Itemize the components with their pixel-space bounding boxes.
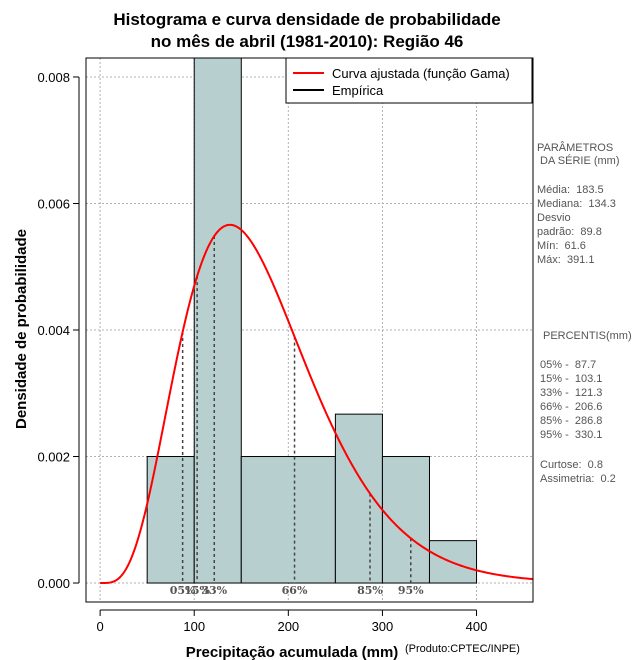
chart-title-line-1: Histograma e curva densidade de probabil… [113, 10, 500, 29]
legend-label-empirical: Empírica [332, 83, 384, 98]
param-mediana: Mediana: 134.3 [537, 198, 616, 210]
percentile-label: 33% [201, 584, 227, 597]
y-axis-title: Densidade de probabilidade [13, 229, 30, 429]
y-tick-label: 0.008 [37, 70, 70, 85]
percentile-label: 15% [184, 584, 210, 597]
percentile-labels: 05%15%33% 66% 85% 95% [170, 584, 424, 597]
percentile-label: 85% [357, 584, 383, 597]
percentile-label: 05% [170, 584, 196, 597]
param-min: Mín: 61.6 [537, 240, 586, 252]
chart-title-line-2: no mês de abril (1981-2010): Região 46 [151, 32, 464, 51]
y-tick-label: 0.004 [37, 323, 70, 338]
histogram-bar [193, 57, 242, 584]
gamma-fit-curve [100, 223, 533, 585]
x-tick-label: 300 [372, 619, 394, 634]
x-axis-title: Precipitação acumulada (mm) [186, 644, 399, 660]
axes: 0 100 200 300 400 0.000 0.002 0.004 0.006 0.008 [37, 70, 487, 634]
params-title-1: PARÂMETROS [537, 141, 613, 154]
legend-label-fit: Curva ajustada (função Gama) [332, 66, 510, 81]
params-title-2: DA SÉRIE (mm) [537, 154, 620, 167]
x-tick-label: 100 [183, 619, 205, 634]
histogram-bar [146, 456, 195, 584]
percentil-85: 85% - 286.8 [540, 415, 602, 427]
percentile-label: 66% [282, 584, 308, 597]
percentile-label: 95% [398, 584, 424, 597]
param-padrao: padrão: 89.8 [537, 226, 602, 238]
histogram-bar [240, 456, 336, 584]
side-panel: PARÂMETROS DA SÉRIE (mm) Média: 183.5 Me… [537, 141, 632, 485]
histogram-bar [334, 413, 383, 584]
x-tick-label: 400 [466, 619, 488, 634]
param-desvio: Desvio [537, 212, 571, 224]
percentil-66: 66% - 206.6 [540, 401, 602, 413]
percentis-title: PERCENTIS(mm) [543, 330, 632, 342]
param-media: Média: 183.5 [537, 184, 604, 196]
product-credit: (Produto:CPTEC/INPE) [405, 643, 520, 655]
percentil-05: 05% - 87.7 [540, 359, 596, 371]
percentil-95: 95% - 330.1 [540, 429, 602, 441]
curtose: Curtose: 0.8 [540, 459, 603, 471]
x-tick-label: 0 [96, 619, 103, 634]
assimetria: Assimetria: 0.2 [540, 473, 616, 485]
param-max: Máx: 391.1 [537, 254, 594, 266]
histogram-bar [381, 456, 430, 584]
y-tick-label: 0.006 [37, 196, 70, 211]
percentil-33: 33% - 121.3 [540, 387, 602, 399]
percentile-markers [181, 236, 412, 584]
legend-box [285, 57, 533, 104]
y-tick-label: 0.002 [37, 450, 70, 465]
x-tick-label: 200 [277, 619, 299, 634]
y-tick-label: 0.000 [37, 576, 70, 591]
percentil-15: 15% - 103.1 [540, 373, 602, 385]
legend: Curva ajustada (função Gama) Empírica [285, 57, 533, 104]
